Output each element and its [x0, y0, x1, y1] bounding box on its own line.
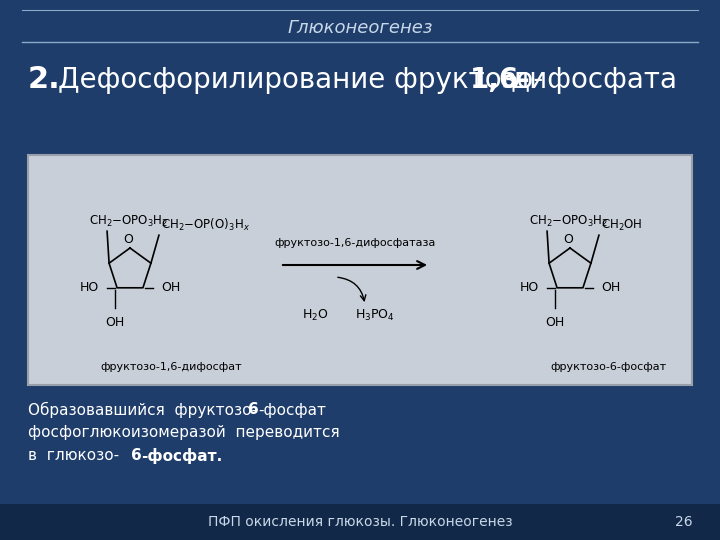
Text: фруктозо-1,6-дифосфат: фруктозо-1,6-дифосфат	[100, 362, 242, 372]
Text: 2.: 2.	[28, 65, 60, 94]
Text: 6: 6	[131, 449, 142, 463]
Text: Глюконеогенез: Глюконеогенез	[287, 19, 433, 37]
Bar	[28, 155, 692, 385]
Text: фруктозо-6-фосфат: фруктозо-6-фосфат	[550, 362, 666, 372]
Text: OH: OH	[105, 316, 125, 329]
Text: HO: HO	[80, 281, 99, 294]
Text: CH$_2$OH: CH$_2$OH	[601, 218, 642, 233]
Text: H$_2$O: H$_2$O	[302, 307, 328, 322]
Text: O: O	[123, 233, 133, 246]
Text: CH$_2$$-$OP(O)$_3$H$_x$: CH$_2$$-$OP(O)$_3$H$_x$	[161, 217, 250, 233]
Text: дифосфата: дифосфата	[510, 66, 677, 94]
Text: OH: OH	[546, 316, 564, 329]
Text: в  глюкозо-: в глюкозо-	[28, 449, 119, 463]
Text: -фосфат.: -фосфат.	[141, 448, 222, 464]
Text: HO: HO	[520, 281, 539, 294]
Text: Образовавшийся  фруктозо-: Образовавшийся фруктозо-	[28, 402, 257, 418]
Text: ПФП окисления глюкозы. Глюконеогенез: ПФП окисления глюкозы. Глюконеогенез	[207, 515, 513, 529]
Text: OH: OH	[601, 281, 620, 294]
Text: O: O	[563, 233, 573, 246]
Text: H$_3$PO$_4$: H$_3$PO$_4$	[355, 307, 395, 322]
Text: CH$_2$$-$OPO$_3$H$_2$: CH$_2$$-$OPO$_3$H$_2$	[89, 214, 168, 229]
Text: фруктозо-1,6-дифосфатаза: фруктозо-1,6-дифосфатаза	[274, 238, 436, 248]
Text: 6: 6	[248, 402, 258, 417]
Text: 1,6-: 1,6-	[470, 66, 531, 94]
Text: фосфоглюкоизомеразой  переводится: фосфоглюкоизомеразой переводится	[28, 426, 340, 441]
Text: 26: 26	[675, 515, 693, 529]
Bar	[0, 504, 720, 540]
Text: Дефосфорилирование фруктозо-: Дефосфорилирование фруктозо-	[58, 66, 544, 94]
Text: OH: OH	[161, 281, 180, 294]
Text: CH$_2$$-$OPO$_3$H$_2$: CH$_2$$-$OPO$_3$H$_2$	[529, 214, 608, 229]
Text: -фосфат: -фосфат	[258, 402, 326, 417]
